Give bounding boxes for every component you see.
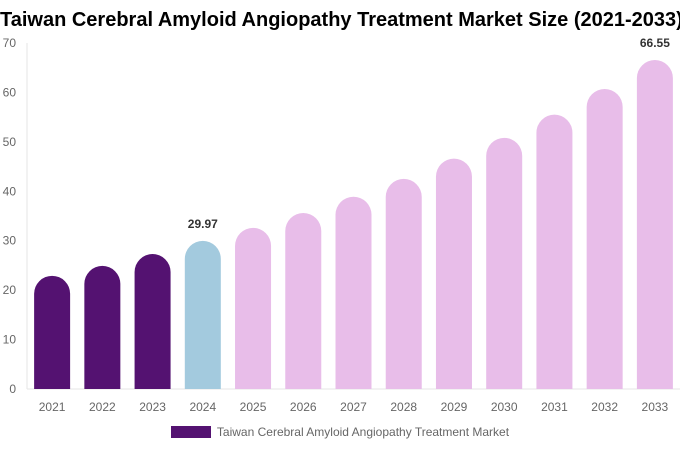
chart-title: Taiwan Cerebral Amyloid Angiopathy Treat…	[0, 9, 680, 31]
x-tick-label: 2032	[591, 400, 618, 414]
x-tick-label: 2030	[491, 400, 518, 414]
x-tick-label: 2029	[441, 400, 468, 414]
data-label-2033: 66.55	[640, 36, 670, 50]
y-tick-label: 10	[3, 333, 17, 347]
bar-2028	[385, 178, 422, 389]
x-tick-label: 2021	[39, 400, 66, 414]
data-label-2024: 29.97	[188, 217, 218, 231]
x-tick-label: 2027	[340, 400, 367, 414]
bar-2024	[184, 240, 221, 389]
legend-label: Taiwan Cerebral Amyloid Angiopathy Treat…	[216, 425, 510, 439]
bar-2027	[335, 196, 372, 389]
y-tick-label: 60	[3, 85, 17, 99]
legend-swatch	[170, 426, 211, 438]
legend: Taiwan Cerebral Amyloid Angiopathy Treat…	[0, 425, 680, 439]
x-tick-label: 2025	[240, 400, 267, 414]
bar-2029	[435, 158, 472, 389]
bar-2032	[586, 88, 623, 390]
bar-2021	[34, 275, 71, 389]
x-tick-label: 2022	[89, 400, 116, 414]
y-tick-label: 30	[3, 234, 17, 248]
bar-2026	[285, 213, 322, 389]
y-tick-label: 40	[3, 184, 17, 198]
x-tick-label: 2024	[189, 400, 216, 414]
x-tick-label: 2023	[139, 400, 166, 414]
bar-2022	[84, 265, 121, 389]
y-tick-label: 0	[9, 382, 16, 396]
bar-2033	[636, 60, 673, 389]
bar-2025	[235, 227, 272, 389]
bar-2023	[134, 254, 171, 389]
bar-2030	[486, 137, 523, 389]
bar-2031	[536, 114, 573, 389]
y-tick-label: 50	[3, 135, 17, 149]
x-tick-label: 2031	[541, 400, 568, 414]
y-tick-label: 20	[3, 283, 17, 297]
x-tick-label: 2026	[290, 400, 317, 414]
y-tick-label: 70	[3, 36, 17, 50]
x-tick-label: 2033	[642, 400, 669, 414]
x-tick-label: 2028	[390, 400, 417, 414]
